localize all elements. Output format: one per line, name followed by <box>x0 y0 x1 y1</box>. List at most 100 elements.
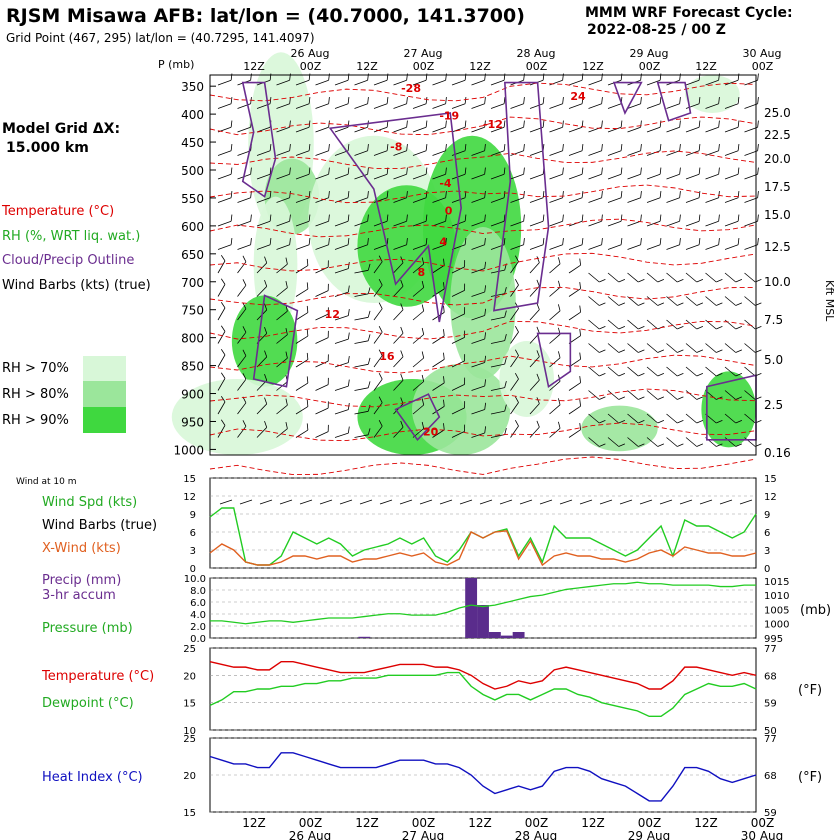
barb-flag <box>220 255 226 262</box>
barb-flag <box>536 373 540 381</box>
barb-shaft <box>529 197 544 203</box>
barb-shaft <box>393 309 404 321</box>
barb-flag <box>677 325 684 330</box>
wind-barb <box>276 214 291 227</box>
barb-shaft <box>666 103 680 109</box>
wind-panel-title: Wind at 10 m <box>16 477 76 487</box>
wind-barb <box>373 97 389 109</box>
barb-flag <box>679 167 681 175</box>
barb-flag <box>421 304 425 312</box>
barb-shaft <box>412 126 427 133</box>
barb-flag <box>230 167 233 175</box>
barb-flag <box>638 302 645 306</box>
y-tick-label: 12 <box>183 492 196 503</box>
precip-tick-label: 8.0 <box>190 586 206 597</box>
wind-barb <box>568 422 582 438</box>
barb-flag <box>242 279 247 286</box>
temperature-contour <box>209 287 757 306</box>
pressure-tick-label: 400 <box>181 108 204 122</box>
barb-shaft <box>276 173 290 180</box>
wind-barb <box>490 310 507 321</box>
wind-barb <box>568 120 584 133</box>
barb-shaft <box>744 150 758 156</box>
legend-wind-barbs: Wind Barbs (kts) (true) <box>2 278 151 293</box>
barb-shaft <box>295 103 310 109</box>
barb-shaft <box>685 173 700 180</box>
top-date-label: 30 Aug <box>743 47 782 60</box>
barb-flag <box>484 402 487 410</box>
barb-flag <box>503 214 506 222</box>
barb-flag <box>264 420 268 428</box>
sounding-panel: -28 -19 -12 -8 -4 0 4 8 12 16 20 24 350 400 450 500 550 6… <box>171 47 791 475</box>
wind-barb <box>646 191 662 203</box>
sounding-frame <box>209 74 757 456</box>
surface-wind-barb <box>739 499 753 505</box>
wind-barb <box>588 319 606 330</box>
barb-shaft <box>315 197 329 203</box>
barb-shaft <box>354 173 368 180</box>
temperature-contour <box>209 422 757 442</box>
barb-flag <box>640 144 642 151</box>
y2-tick-label: 15 <box>764 474 777 485</box>
barb-flag <box>445 191 447 198</box>
barb-shaft <box>627 173 641 180</box>
pressure-tick-label: 850 <box>181 360 204 374</box>
barb-flag <box>378 255 383 262</box>
barb-shaft <box>237 220 251 227</box>
wind-barb <box>510 349 519 368</box>
wind-barb <box>217 325 226 344</box>
wind-barb <box>724 413 743 424</box>
barb-shaft <box>354 269 369 274</box>
barb-flag <box>677 419 684 424</box>
barb-shaft <box>588 319 600 330</box>
barb-flag <box>638 443 645 447</box>
barb-flag <box>269 167 272 175</box>
barb-flag <box>504 357 507 365</box>
barb-shaft <box>744 413 756 424</box>
wind-barb <box>451 401 466 415</box>
barb-shaft <box>529 103 544 109</box>
barb-flag <box>523 214 525 222</box>
barb-shaft <box>744 366 756 377</box>
barb-shaft <box>549 244 563 250</box>
barb-shaft <box>510 173 524 180</box>
barb-flag <box>347 214 350 222</box>
barb-shaft <box>685 319 697 330</box>
barb-shaft <box>412 357 424 368</box>
bottom-hour-label: 00Z <box>412 816 436 830</box>
barb-flag <box>601 191 603 198</box>
pressure-tick-label: 1010 <box>764 591 789 602</box>
barb-flag <box>504 427 507 435</box>
legend-rh70-label: RH > 70% <box>2 361 69 376</box>
barb-shaft <box>588 296 600 306</box>
barb-flag <box>306 352 309 360</box>
barb-flag <box>406 191 408 198</box>
barb-flag <box>514 278 519 286</box>
barb-flag <box>347 144 350 151</box>
barb-shaft <box>471 291 485 297</box>
wind-barb <box>432 167 447 180</box>
barb-flag <box>542 214 545 222</box>
barb-flag <box>620 191 623 198</box>
barb-flag <box>400 350 404 357</box>
wind-barb <box>646 343 665 353</box>
barb-shaft <box>490 150 505 156</box>
barb-shaft <box>432 103 446 109</box>
barb-shaft <box>646 272 658 283</box>
barb-flag <box>264 397 268 405</box>
barb-shaft <box>393 103 407 109</box>
barb-flag <box>659 191 662 198</box>
pressure-tick-label: 550 <box>181 192 204 206</box>
wind-barb <box>432 329 445 344</box>
wind-barb <box>666 238 681 250</box>
barb-shaft <box>237 285 247 297</box>
barb-shaft <box>315 360 329 368</box>
barb-flag <box>523 144 525 151</box>
wind-barb <box>627 437 645 447</box>
wind-barb <box>510 144 525 156</box>
wind-barb <box>217 372 226 391</box>
wind-barb <box>412 327 425 344</box>
wind-barb <box>471 238 486 250</box>
barb-flag <box>716 302 723 306</box>
surface-wind-barb <box>399 499 413 505</box>
